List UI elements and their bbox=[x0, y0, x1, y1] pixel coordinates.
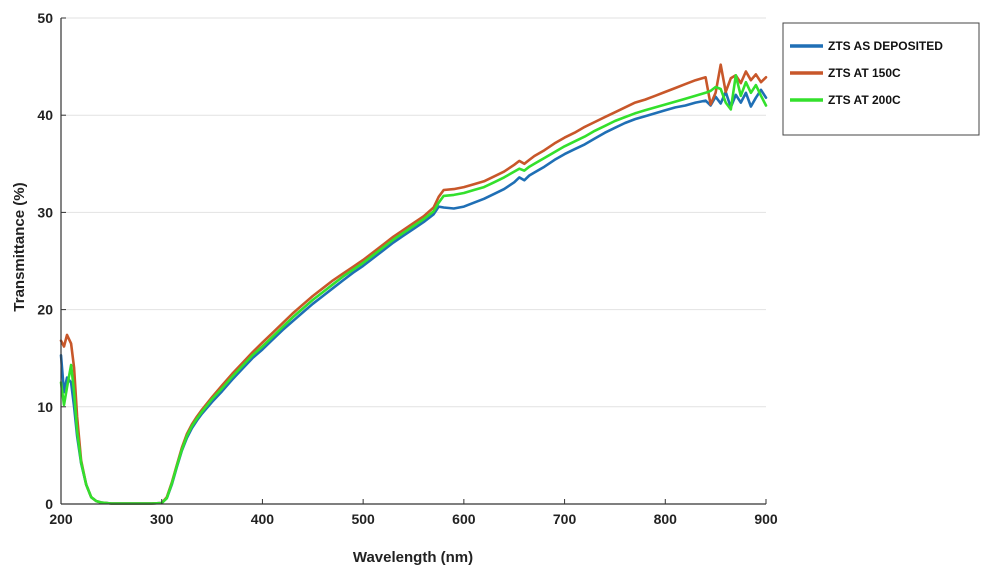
legend-label-zts-at-200c: ZTS AT 200C bbox=[828, 93, 901, 107]
y-tick-label: 10 bbox=[37, 399, 53, 415]
y-tick-label: 40 bbox=[37, 107, 53, 123]
legend-box bbox=[782, 22, 980, 136]
y-axis-title: Transmittance (%) bbox=[11, 182, 28, 311]
y-tick-label: 50 bbox=[37, 10, 53, 26]
x-tick-label: 900 bbox=[754, 511, 778, 527]
axes: 0 10 20 30 40 50 200 300 400 500 600 700 800 900 bbox=[37, 10, 777, 527]
gridlines bbox=[61, 17, 766, 408]
x-tick-label: 600 bbox=[452, 511, 476, 527]
x-tick-label: 200 bbox=[49, 511, 73, 527]
x-tick-label: 500 bbox=[351, 511, 375, 527]
legend: ZTS AS DEPOSITED ZTS AT 150C ZTS AT 200C bbox=[782, 22, 980, 136]
legend-label-zts-as-deposited: ZTS AS DEPOSITED bbox=[828, 39, 943, 53]
y-tick-label: 30 bbox=[37, 204, 53, 220]
x-tick-label: 800 bbox=[654, 511, 678, 527]
x-axis-title: Wavelength (nm) bbox=[353, 549, 473, 566]
x-tick-label: 400 bbox=[251, 511, 275, 527]
x-tick-label: 300 bbox=[150, 511, 174, 527]
y-tick-label: 20 bbox=[37, 302, 53, 318]
x-tick-label: 700 bbox=[553, 511, 577, 527]
legend-label-zts-at-150c: ZTS AT 150C bbox=[828, 66, 901, 80]
y-tick-label: 0 bbox=[45, 496, 53, 512]
